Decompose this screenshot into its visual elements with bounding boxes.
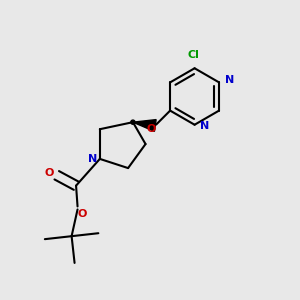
Text: O: O <box>147 124 156 134</box>
Text: N: N <box>225 75 234 85</box>
Polygon shape <box>133 120 156 131</box>
Text: O: O <box>77 209 87 219</box>
Text: O: O <box>45 168 54 178</box>
Text: Cl: Cl <box>187 50 199 60</box>
Text: N: N <box>88 154 97 164</box>
Text: N: N <box>200 121 210 131</box>
Circle shape <box>131 120 135 124</box>
